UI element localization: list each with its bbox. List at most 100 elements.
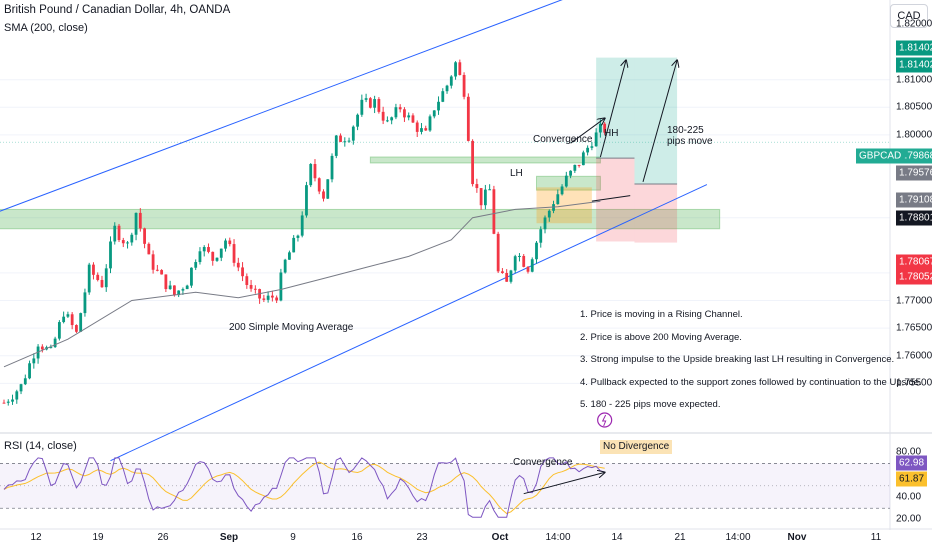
sma-line: [3, 200, 601, 368]
candle: [194, 262, 198, 268]
candle: [594, 132, 598, 147]
candle: [253, 288, 257, 290]
candle: [334, 135, 338, 156]
candle: [530, 259, 534, 272]
note-2: 2. Price is above 200 Moving Average.: [580, 331, 742, 343]
candle: [138, 212, 142, 229]
price-badge: 1.78067: [896, 254, 932, 270]
candle: [586, 147, 590, 153]
candle: [599, 123, 602, 133]
candle: [232, 244, 236, 263]
price-badge: 1.79576: [896, 165, 932, 181]
candle: [403, 109, 406, 118]
candle: [215, 257, 219, 261]
candle: [573, 164, 577, 171]
candle: [2, 402, 6, 404]
price-tick-label: 1.82000: [896, 18, 932, 30]
support-zone-mid: [369, 156, 601, 164]
candle: [394, 107, 398, 118]
candle: [424, 128, 428, 131]
target-arrow-2: [642, 60, 677, 182]
candle: [117, 225, 121, 241]
rsi-legend[interactable]: RSI (14, close): [4, 440, 77, 452]
rsi-value-badge: 61.87: [896, 471, 928, 487]
candle: [6, 401, 10, 403]
candle: [513, 256, 517, 271]
lh-label: LH: [510, 168, 523, 179]
candle: [15, 391, 19, 400]
rsi-value-badge: 62.98: [896, 455, 928, 471]
candle: [313, 164, 317, 179]
support-zone-upper: [536, 175, 601, 191]
sma-note-label: 200 Simple Moving Average: [229, 322, 354, 333]
chart-title: British Pound / Canadian Dollar, 4h, OAN…: [4, 4, 231, 16]
lightning-glyph: [601, 414, 607, 427]
note-3: 3. Strong impulse to the Upside breaking…: [580, 354, 895, 365]
time-tick-label: 12: [30, 532, 42, 543]
price-tick-label: 1.80500: [896, 101, 932, 113]
candle: [28, 363, 31, 379]
candle: [356, 114, 359, 127]
candle: [32, 358, 36, 364]
note-5: 5. 180 - 225 pips move expected.: [580, 399, 721, 410]
candle: [343, 141, 347, 143]
candle: [466, 96, 470, 141]
sma-pointer-line: [591, 195, 631, 202]
channel-upper-line: [0, 0, 563, 212]
time-tick-label: 16: [351, 532, 363, 543]
candle: [241, 267, 244, 277]
candle: [292, 237, 296, 253]
candle: [386, 120, 389, 122]
candle: [479, 188, 483, 206]
candle: [501, 271, 504, 273]
candle: [266, 295, 270, 300]
candle: [96, 274, 100, 280]
target-arrow-1: [599, 60, 626, 158]
candle: [471, 140, 474, 185]
candle: [207, 247, 210, 252]
candle: [432, 110, 436, 117]
price-tick-label: 1.76000: [896, 350, 932, 362]
candle: [173, 285, 176, 296]
candle: [100, 279, 104, 288]
candle: [560, 186, 564, 195]
candle: [185, 285, 189, 290]
candle: [83, 292, 87, 314]
currency-button[interactable]: CAD: [890, 4, 928, 28]
candle: [121, 240, 125, 244]
candle: [569, 170, 572, 176]
price-tick-label: 1.80000: [896, 129, 932, 141]
target-box-1: [596, 57, 635, 159]
candle: [177, 290, 181, 296]
candle: [160, 270, 164, 275]
support-zone-wide: [0, 208, 721, 230]
candle: [143, 228, 146, 244]
candle: [113, 225, 117, 242]
analysis-notes: 1. Price is moving in a Rising Channel. …: [580, 306, 922, 419]
candle: [305, 185, 308, 216]
time-tick-label: 21: [674, 532, 686, 543]
convergence-label: Convergence: [533, 134, 593, 145]
channel-lower-line: [110, 184, 708, 462]
candle: [288, 252, 291, 260]
rsi-tick-label: 80.00: [896, 446, 922, 458]
rsi-tick-label: 40.00: [896, 491, 922, 503]
candle: [202, 247, 206, 252]
candle: [407, 115, 411, 118]
candle: [70, 314, 74, 326]
candle: [11, 399, 14, 402]
candle: [164, 274, 168, 290]
candle: [368, 98, 372, 108]
rsi-convergence-arrow: [523, 472, 605, 495]
price-badge: 1.78801: [896, 210, 932, 226]
candle: [509, 270, 513, 282]
candle: [445, 85, 449, 92]
sma-legend[interactable]: SMA (200, close): [4, 22, 88, 34]
time-tick-label: 11: [870, 532, 882, 543]
candle: [441, 91, 445, 102]
candle: [126, 242, 129, 244]
candle: [134, 212, 138, 235]
time-tick-label: 9: [290, 532, 296, 543]
